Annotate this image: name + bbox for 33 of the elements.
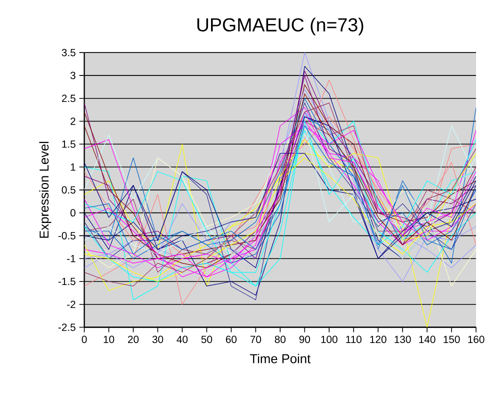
y-tick-label: -0.5 [58,232,76,240]
y-tick-label: -2 [67,300,76,308]
y-tick-label: 0.5 [62,186,76,194]
y-tick-label: -1.5 [58,278,76,286]
x-tick-label: 0 [82,336,87,344]
x-tick-label: 90 [299,336,310,344]
x-tick-label: 80 [274,336,286,344]
y-tick-label: 2.5 [62,94,76,102]
x-tick-label: 20 [128,336,139,344]
x-tick-label: 130 [394,336,411,344]
y-tick-label: 3 [70,72,76,80]
x-tick-label: 10 [104,336,114,344]
x-tick-label: 140 [419,336,436,344]
x-axis-title: Time Point [250,354,311,364]
y-tick-label: 2 [70,118,76,126]
x-tick-label: 40 [176,336,188,344]
x-tick-label: 160 [468,336,484,344]
y-axis-title: Expression Level [39,142,52,238]
y-tick-label: 1 [70,164,76,171]
y-tick-label: 0 [70,209,76,217]
y-tick-label: -2.5 [58,324,76,332]
x-tick-label: 70 [250,336,262,344]
x-tick-label: 110 [346,336,362,344]
x-tick-label: 60 [226,336,237,344]
y-tick-label: -1 [67,255,76,262]
y-tick-label: 3.5 [62,49,76,56]
chart-title: UPGMAEUC (n=73) [197,18,364,36]
y-tick-label: 1.5 [62,140,76,148]
x-tick-label: 120 [370,336,386,344]
x-tick-label: 50 [201,336,212,344]
x-tick-label: 150 [444,336,460,344]
x-tick-label: 100 [321,336,338,344]
x-tick-label: 30 [152,336,164,344]
